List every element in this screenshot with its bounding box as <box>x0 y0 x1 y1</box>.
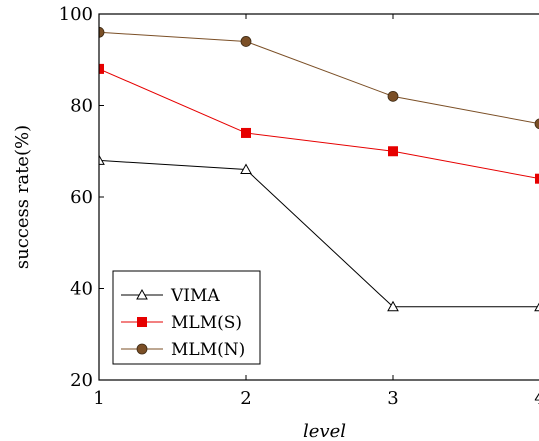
x-tick-label: 1 <box>93 388 104 409</box>
data-point <box>240 163 252 175</box>
x-tick-label: 3 <box>387 388 398 409</box>
legend: VIMA MLM(S) MLM(N) <box>112 270 261 365</box>
series-mlm-s- <box>99 63 539 184</box>
y-tick-label: 80 <box>70 96 93 117</box>
legend-item: MLM(N) <box>121 340 245 360</box>
x-axis-label: level <box>303 421 346 441</box>
data-point <box>99 154 105 165</box>
legend-label: MLM(S) <box>171 313 242 333</box>
chart-marks <box>99 26 539 312</box>
data-point <box>535 173 539 184</box>
data-point <box>388 146 398 157</box>
legend-item: MLM(S) <box>121 313 242 333</box>
data-point <box>240 36 252 47</box>
y-axis-ticks: 20 40 60 80 100 <box>59 4 104 391</box>
y-tick-label: 60 <box>70 187 93 208</box>
series-vima <box>99 154 539 312</box>
series-line <box>99 159 539 308</box>
legend-marker <box>136 288 148 300</box>
legend-label: MLM(N) <box>171 340 245 360</box>
legend-marker <box>137 317 147 327</box>
legend-label: VIMA <box>170 286 220 306</box>
data-point <box>99 63 104 74</box>
data-point <box>241 127 251 138</box>
x-tick-label: 4 <box>534 388 539 409</box>
series-line <box>99 68 539 180</box>
y-tick-label: 20 <box>70 370 93 391</box>
x-axis-ticks: 1 2 3 4 <box>93 14 539 409</box>
data-point <box>99 26 105 38</box>
data-point <box>534 302 539 312</box>
legend-item: VIMA <box>121 286 220 306</box>
series-line <box>99 31 539 125</box>
legend-marker <box>136 343 148 355</box>
y-axis-label: success rate(%) <box>12 125 33 269</box>
y-tick-label: 100 <box>59 4 93 25</box>
data-point <box>387 300 399 312</box>
y-tick-label: 40 <box>70 279 93 300</box>
x-tick-label: 2 <box>240 388 251 409</box>
data-point <box>387 90 399 102</box>
series-mlm-n- <box>99 26 539 130</box>
data-point <box>534 118 539 130</box>
